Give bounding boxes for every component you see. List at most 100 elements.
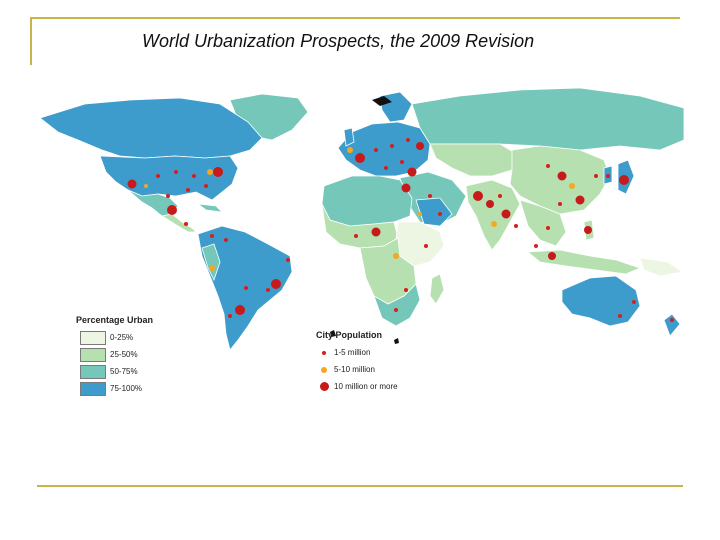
city-dot <box>670 318 674 322</box>
legend-row: 10 million or more <box>316 378 446 395</box>
city-dot <box>557 171 567 181</box>
city-dot <box>548 252 556 260</box>
city-dot <box>213 167 223 177</box>
southeast-asia <box>519 199 567 247</box>
bottom-rule <box>37 485 683 487</box>
city-dot <box>354 234 358 238</box>
city-dot <box>224 238 228 242</box>
southern-africa <box>373 283 421 327</box>
legend-label: 25-50% <box>110 350 138 359</box>
central-america <box>160 213 197 233</box>
legend-swatch <box>80 381 106 396</box>
uk <box>343 127 355 147</box>
legend-label: 75-100% <box>110 384 143 393</box>
city-dot <box>569 183 575 189</box>
city-dot <box>355 153 365 163</box>
city-dot <box>400 160 404 164</box>
city-dot <box>498 194 502 198</box>
city-dot <box>244 286 248 290</box>
city-dot <box>406 138 410 142</box>
small-island-a <box>330 330 336 337</box>
legend-row: 0-25% <box>76 330 206 345</box>
australia <box>561 275 641 327</box>
city-dot <box>393 253 399 259</box>
indonesia <box>526 249 642 275</box>
city-dot <box>534 244 538 248</box>
new-zealand <box>663 313 681 337</box>
city-dot <box>575 195 585 205</box>
city-dot <box>371 227 381 237</box>
small-island-b <box>394 338 399 344</box>
city-dot <box>266 288 270 292</box>
page-title: World Urbanization Prospects, the 2009 R… <box>142 31 535 51</box>
city-dot <box>491 221 497 227</box>
city-dot <box>486 200 494 208</box>
city-dot <box>407 167 417 177</box>
russia <box>411 87 685 151</box>
city-dot <box>632 300 636 304</box>
legend-city-population: City Population 1-5 million 5-10 million… <box>316 330 446 395</box>
legend-percentage-title: Percentage Urban <box>76 315 154 325</box>
city-dot <box>546 226 550 230</box>
legend-row: 25-50% <box>76 347 206 362</box>
city-dot-icon <box>319 382 329 391</box>
city-dot-icon <box>322 350 326 355</box>
legend-label: 50-75% <box>110 367 138 376</box>
city-dot <box>558 202 562 206</box>
city-dot <box>394 308 398 312</box>
city-dot <box>210 234 214 238</box>
city-dot <box>271 279 281 289</box>
andes-region <box>201 243 221 282</box>
city-dot-icon <box>321 366 327 373</box>
city-dot <box>606 174 610 178</box>
city-dot <box>514 224 518 228</box>
city-dot <box>428 194 432 198</box>
scandinavia <box>379 91 413 123</box>
city-markers <box>127 138 674 322</box>
city-dot <box>286 258 290 262</box>
north-africa <box>321 175 413 227</box>
canada <box>39 97 263 159</box>
city-dot <box>174 170 178 174</box>
city-dot <box>374 148 378 152</box>
city-dot <box>594 174 598 178</box>
city-dot <box>416 142 424 150</box>
city-dot <box>127 179 137 189</box>
legend-swatch <box>80 347 106 362</box>
city-dot <box>473 191 483 201</box>
legend-label: 1-5 million <box>334 348 371 357</box>
svalbard-island <box>372 96 392 106</box>
city-dot <box>401 183 411 193</box>
city-dot <box>235 305 245 315</box>
city-dot <box>347 147 353 153</box>
city-dot <box>390 144 394 148</box>
top-rule <box>30 17 680 19</box>
continents <box>39 87 685 351</box>
city-dot <box>144 184 148 188</box>
left-rule <box>30 17 32 65</box>
city-dot <box>204 184 208 188</box>
caribbean <box>196 203 224 213</box>
city-dot <box>618 314 622 318</box>
legend-label: 10 million or more <box>334 382 398 391</box>
arabia <box>415 197 453 227</box>
legend-label: 5-10 million <box>334 365 375 374</box>
city-dot <box>167 205 177 215</box>
city-dot <box>424 244 428 248</box>
legend-percentage-urban: Percentage Urban 0-25% 25-50% 50-75% 75-… <box>76 315 206 398</box>
city-dot <box>584 226 592 234</box>
city-dot <box>192 174 196 178</box>
city-dot <box>438 212 442 216</box>
city-dot <box>186 188 190 192</box>
new-guinea <box>639 257 684 277</box>
city-dot <box>418 212 422 216</box>
legend-row: 50-75% <box>76 364 206 379</box>
city-dot <box>404 288 408 292</box>
city-dot <box>501 209 511 219</box>
legend-swatch <box>80 364 106 379</box>
city-dot <box>207 169 213 175</box>
city-dot <box>384 166 388 170</box>
city-dot <box>156 174 160 178</box>
city-dot <box>546 164 550 168</box>
